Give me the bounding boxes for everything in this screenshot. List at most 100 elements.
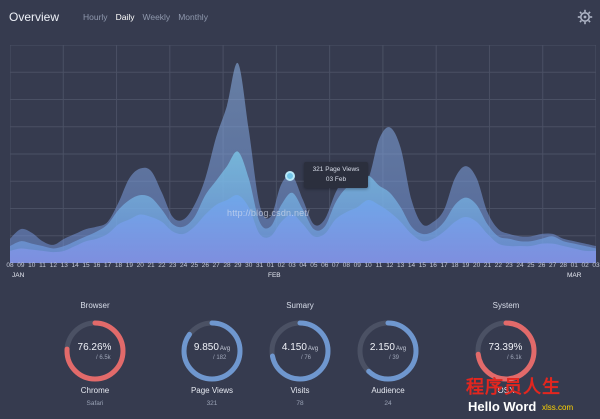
page-views-chart	[9, 44, 597, 264]
brand-logo-cn: 程序员人生	[466, 377, 561, 397]
date-tick-label: 14	[407, 262, 416, 269]
date-tick-label: 17	[440, 262, 448, 269]
tab-weekly[interactable]: Weekly	[142, 12, 171, 22]
gauge-progress-arc	[357, 320, 419, 382]
date-tick-label: 02	[581, 262, 589, 269]
x-axis-months: JAN FEB MAR	[10, 272, 596, 282]
date-tick-label: 11	[39, 262, 46, 269]
date-tick-label: 17	[104, 262, 112, 269]
gauge-progress-arc	[181, 320, 243, 382]
gauge-ring	[64, 320, 126, 382]
tab-hourly[interactable]: Hourly	[83, 12, 108, 22]
date-tick-label: 16	[429, 262, 437, 269]
gauge-label-osx: OSX	[497, 386, 515, 395]
tab-daily[interactable]: Daily	[115, 12, 135, 22]
date-tick-label: 10	[28, 262, 36, 269]
date-tick-label: 22	[158, 262, 166, 269]
time-range-tabs: Hourly Daily Weekly Monthly	[83, 12, 208, 22]
date-tick-label: 22	[494, 262, 502, 269]
date-tick-label: 16	[93, 262, 101, 269]
date-tick-label: 04	[299, 262, 307, 269]
date-tick-label: 29	[234, 262, 242, 269]
date-tick-label: 01	[266, 262, 275, 269]
gauge-page-views[interactable]: 9.850Avg / 182	[179, 318, 245, 384]
date-tick-label: 12	[49, 262, 58, 269]
date-tick-label: 14	[71, 262, 79, 269]
gauge-ring	[181, 320, 243, 382]
date-tick-label: 01	[570, 262, 578, 269]
date-tick-label: 08	[342, 262, 351, 269]
date-tick-label: 18	[451, 262, 459, 269]
date-tick-label: 13	[60, 262, 68, 269]
group-title-browser: Browser	[80, 301, 110, 310]
gauge-value: 4.150Avg	[281, 342, 319, 353]
date-tick-label: 12	[386, 262, 394, 269]
date-tick-label: 25	[527, 262, 535, 269]
gauge-ring	[357, 320, 419, 382]
area-chart-svg	[9, 44, 597, 264]
gauge-foot-page-views: 321	[206, 400, 218, 407]
date-tick-label: 24	[180, 262, 188, 269]
gauge-subvalue: / 6.5k	[96, 355, 111, 361]
gauge-system[interactable]: 73.39% / 6.1k	[473, 318, 539, 384]
date-tick-label: 26	[201, 262, 209, 269]
date-tick-label: 10	[364, 262, 372, 269]
gauge-value: 9.850Avg	[193, 342, 231, 353]
date-tick-label: 06	[321, 262, 329, 269]
date-tick-label: 02	[277, 262, 285, 269]
gauge-label-page-views: Page Views	[190, 386, 234, 395]
watermark-text: http://blog.csdn.net/	[227, 208, 310, 218]
month-label-mar: MAR	[567, 272, 582, 279]
gauge-label-visits: Visits	[290, 386, 310, 395]
date-tick-label: 23	[505, 262, 513, 269]
date-tick-label: 26	[538, 262, 546, 269]
gauge-foot-safari: Safari	[86, 400, 104, 407]
date-tick-label: 23	[169, 262, 177, 269]
brand-logo-url: xlss.com	[542, 403, 574, 412]
gauge-progress-arc	[269, 320, 331, 382]
gauge-browser[interactable]: 76.26% / 6.5k	[62, 318, 128, 384]
gauge-value: 73.39%	[488, 342, 523, 353]
date-tick-label: 20	[136, 262, 144, 269]
date-tick-label: 18	[114, 262, 123, 269]
gauge-ring	[475, 320, 537, 382]
date-tick-label: 19	[125, 262, 133, 269]
gauge-value: 2.150Avg	[369, 342, 407, 353]
date-tick-label: 11	[375, 262, 383, 269]
date-tick-label: 31	[255, 262, 264, 269]
date-tick-label: 09	[17, 262, 25, 269]
gauge-progress-arc	[64, 320, 126, 382]
date-tick-label: 27	[212, 262, 220, 269]
date-tick-label: 20	[473, 262, 481, 269]
gauge-visits[interactable]: 4.150Avg / 76	[267, 318, 333, 384]
date-tick-label: 08	[6, 262, 14, 269]
date-tick-label: 21	[147, 262, 155, 269]
gauge-label-audience: Audience	[371, 386, 405, 395]
gauge-subvalue: / 182	[213, 355, 227, 361]
gauge-subvalue: / 6.1k	[507, 355, 522, 361]
gauge-ring	[269, 320, 331, 382]
x-axis-dates: 08 09 10 11 12 13 14 15 16 17 18 19 20 21 22 23 24 25 26 27…	[6, 262, 600, 274]
gauge-audience[interactable]: 2.150Avg / 39	[355, 318, 421, 384]
date-tick-label: 27	[548, 262, 557, 269]
gauge-value: 76.26%	[77, 342, 112, 353]
settings-gear-icon[interactable]	[577, 9, 593, 25]
chart-tooltip: 321 Page Views 03 Feb	[304, 162, 368, 188]
gauge-subvalue: / 76	[301, 355, 312, 361]
date-tick-label: 09	[353, 262, 361, 269]
group-title-system: System	[492, 301, 520, 310]
gauge-subvalue: / 39	[389, 355, 400, 361]
date-tick-label: 15	[82, 262, 90, 269]
tab-monthly[interactable]: Monthly	[178, 12, 208, 22]
tooltip-value: 321 Page Views	[312, 166, 360, 173]
date-tick-label: 15	[418, 262, 426, 269]
date-tick-label: 25	[190, 262, 199, 269]
tooltip-date: 03 Feb	[325, 176, 347, 183]
date-tick-label: 03	[592, 262, 600, 269]
stats-panel: Browser Sumary System 76.26% / 6.5k Chro…	[0, 294, 600, 419]
top-bar: Overview Hourly Daily Weekly Monthly	[0, 0, 600, 34]
date-tick-label: 24	[516, 262, 524, 269]
date-tick-label: 03	[288, 262, 296, 269]
hover-point-marker[interactable]	[285, 171, 295, 181]
date-tick-label: 07	[331, 262, 340, 269]
